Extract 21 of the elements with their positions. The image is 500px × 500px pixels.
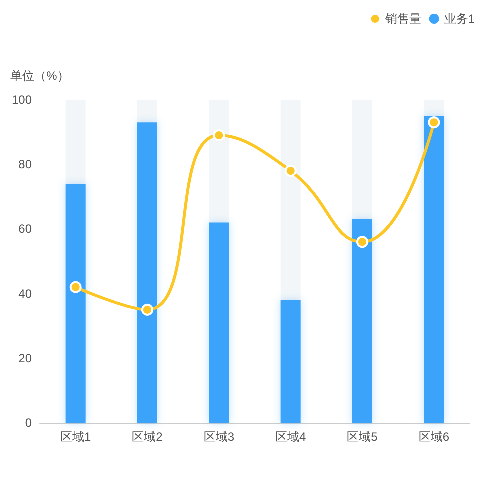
x-tick-label: 区域6 [418,430,450,444]
point [142,304,154,316]
y-tick-label: 100 [12,93,32,107]
point [70,281,82,294]
x-tick-label: 区域3 [204,430,235,444]
legend-label: 销售量 [384,12,422,26]
y-tick-label: 80 [18,158,32,172]
point [356,236,368,248]
x-tick-label: 区域2 [132,430,164,444]
point [284,165,297,178]
point [428,116,440,129]
x-tick-label: 区域5 [347,430,378,444]
x-tick-label: 区域1 [60,430,92,444]
point [213,130,226,142]
y-tick-label: 20 [18,351,32,366]
legend-label: 业务1 [444,12,476,26]
x-tick-label: 区域4 [275,430,306,444]
y-tick-label: 40 [18,286,32,301]
y-tick-label: 0 [25,416,32,430]
y-axis-title: 单位（%） [10,69,70,83]
y-tick-label: 60 [18,222,32,236]
